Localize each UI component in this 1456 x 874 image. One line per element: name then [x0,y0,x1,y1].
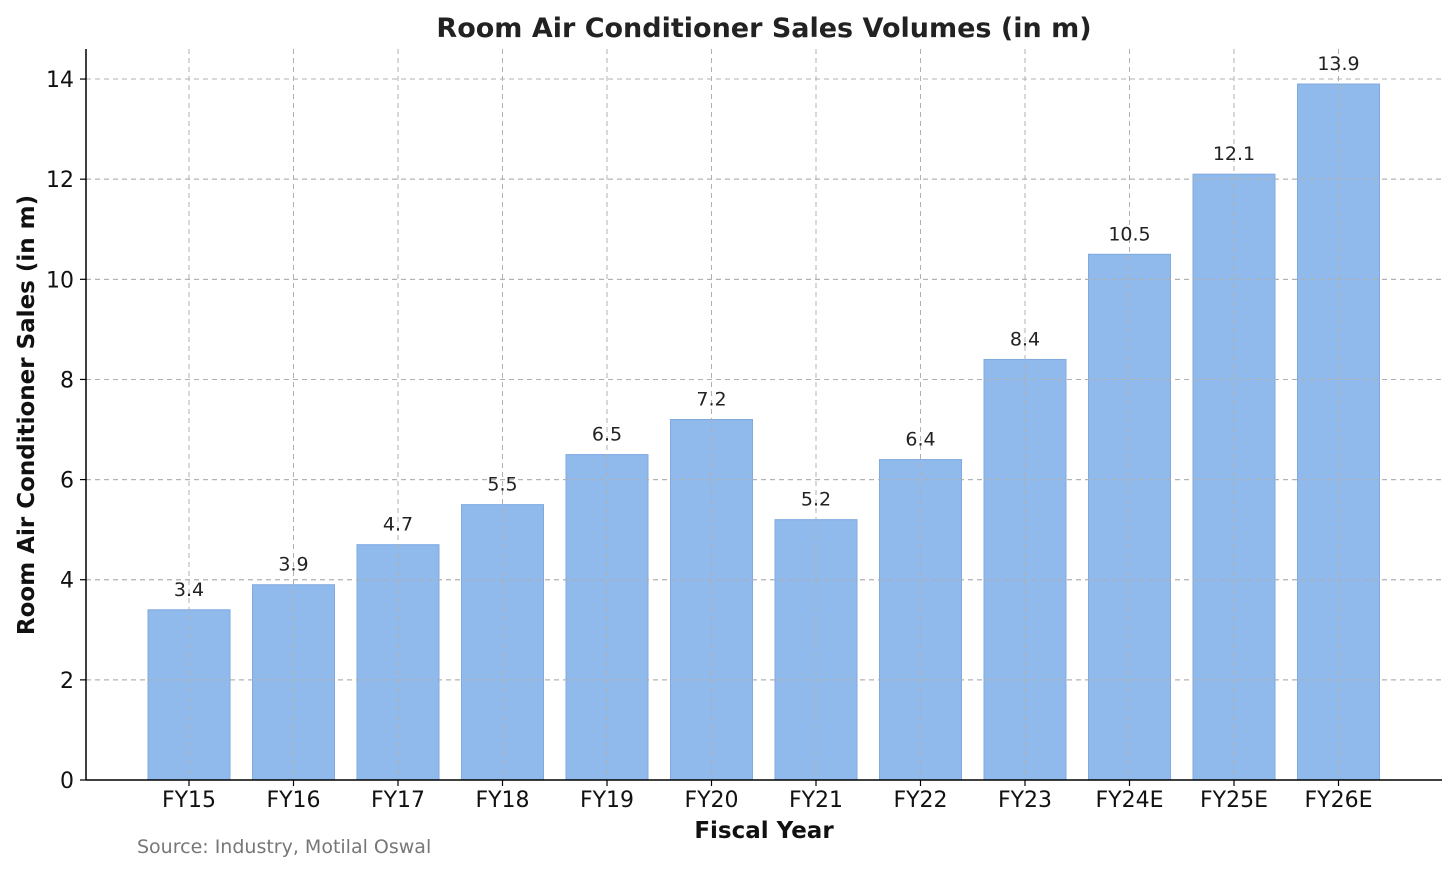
x-tick-label-fy16: FY16 [266,788,320,813]
x-tick-label-fy15: FY15 [162,788,216,813]
y-axis-label: Room Air Conditioner Sales (in m) [14,195,40,635]
data-label-fy16: 3.9 [278,554,308,576]
x-tick-label-fy25e: FY25E [1200,788,1268,813]
x-tick-label-fy22: FY22 [893,788,947,813]
data-label-fy21: 5.2 [801,489,831,511]
y-tick-label: 0 [60,769,74,794]
y-tick-label: 6 [60,469,74,494]
data-label-fy23: 8.4 [1010,328,1040,350]
y-tick-label: 4 [60,569,74,594]
x-tick-label-fy17: FY17 [371,788,425,813]
x-tick-label-fy24e: FY24E [1096,788,1164,813]
chart-title: Room Air Conditioner Sales Volumes (in m… [436,13,1091,44]
y-tick-label: 14 [46,68,74,93]
data-label-fy18: 5.5 [487,474,517,496]
y-tick-label: 12 [46,168,74,193]
data-labels: 3.4 3.9 4.7 5.5 6.5 7.2 5.2 6.4 8.4 10.5 12.1 13.9 [174,53,1360,601]
data-label-fy17: 4.7 [383,514,413,536]
data-label-fy22: 6.4 [905,429,935,451]
x-axis-ticks: FY15 FY16 FY17 FY18 FY19 FY20 FY21 FY22 FY23 FY24… [162,780,1373,813]
x-tick-label-fy18: FY18 [475,788,529,813]
bars [147,83,1380,781]
x-tick-label-fy21: FY21 [789,788,843,813]
data-label-fy19: 6.5 [592,424,622,446]
data-label-fy20: 7.2 [696,389,726,411]
y-tick-label: 10 [46,268,74,293]
x-tick-label-fy20: FY20 [684,788,738,813]
axes [85,49,1442,781]
data-label-fy26e: 13.9 [1317,53,1359,75]
x-tick-label-fy23: FY23 [998,788,1052,813]
x-tick-label-fy19: FY19 [580,788,634,813]
y-tick-label: 8 [60,368,74,393]
data-label-fy15: 3.4 [174,579,204,601]
data-label-fy24e: 10.5 [1108,223,1150,245]
source-note: Source: Industry, Motilal Oswal [137,836,432,858]
x-tick-label-fy26e: FY26E [1305,788,1373,813]
bar-fy21 [774,519,858,781]
y-axis-ticks: 0 2 4 6 8 10 12 14 [46,68,86,794]
data-label-fy25e: 12.1 [1213,143,1255,165]
y-tick-label: 2 [60,669,74,694]
x-axis-label: Fiscal Year [694,818,834,844]
